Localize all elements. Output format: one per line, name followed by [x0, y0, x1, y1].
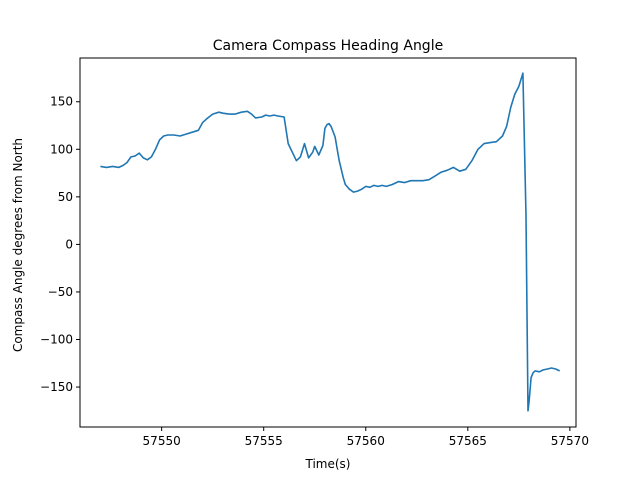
x-axis-title: Time(s) [305, 457, 351, 471]
y-tick-label: −100 [40, 333, 73, 347]
x-tick-label: 57565 [449, 434, 487, 448]
x-tick-label: 57555 [245, 434, 283, 448]
plot-frame [79, 57, 577, 428]
y-tick-label: 0 [65, 237, 73, 251]
series-layer [100, 72, 561, 412]
y-tick-label: 100 [50, 142, 73, 156]
series-line [100, 72, 561, 412]
x-tick-label: 57550 [143, 434, 181, 448]
y-axis-title: Compass Angle degrees from North [11, 138, 25, 352]
chart-title: Camera Compass Heading Angle [213, 38, 443, 54]
y-tick-label: −50 [48, 285, 73, 299]
tick-layer: 57550 57555 57560 57565 57570 −150 −100 −50 0 50 1… [40, 95, 589, 448]
x-tick-label: 57570 [551, 434, 589, 448]
x-tick-label: 57560 [347, 434, 385, 448]
y-tick-label: 50 [58, 190, 73, 204]
y-tick-label: −150 [40, 380, 73, 394]
y-tick-label: 150 [50, 95, 73, 109]
plot-area [80, 58, 576, 427]
